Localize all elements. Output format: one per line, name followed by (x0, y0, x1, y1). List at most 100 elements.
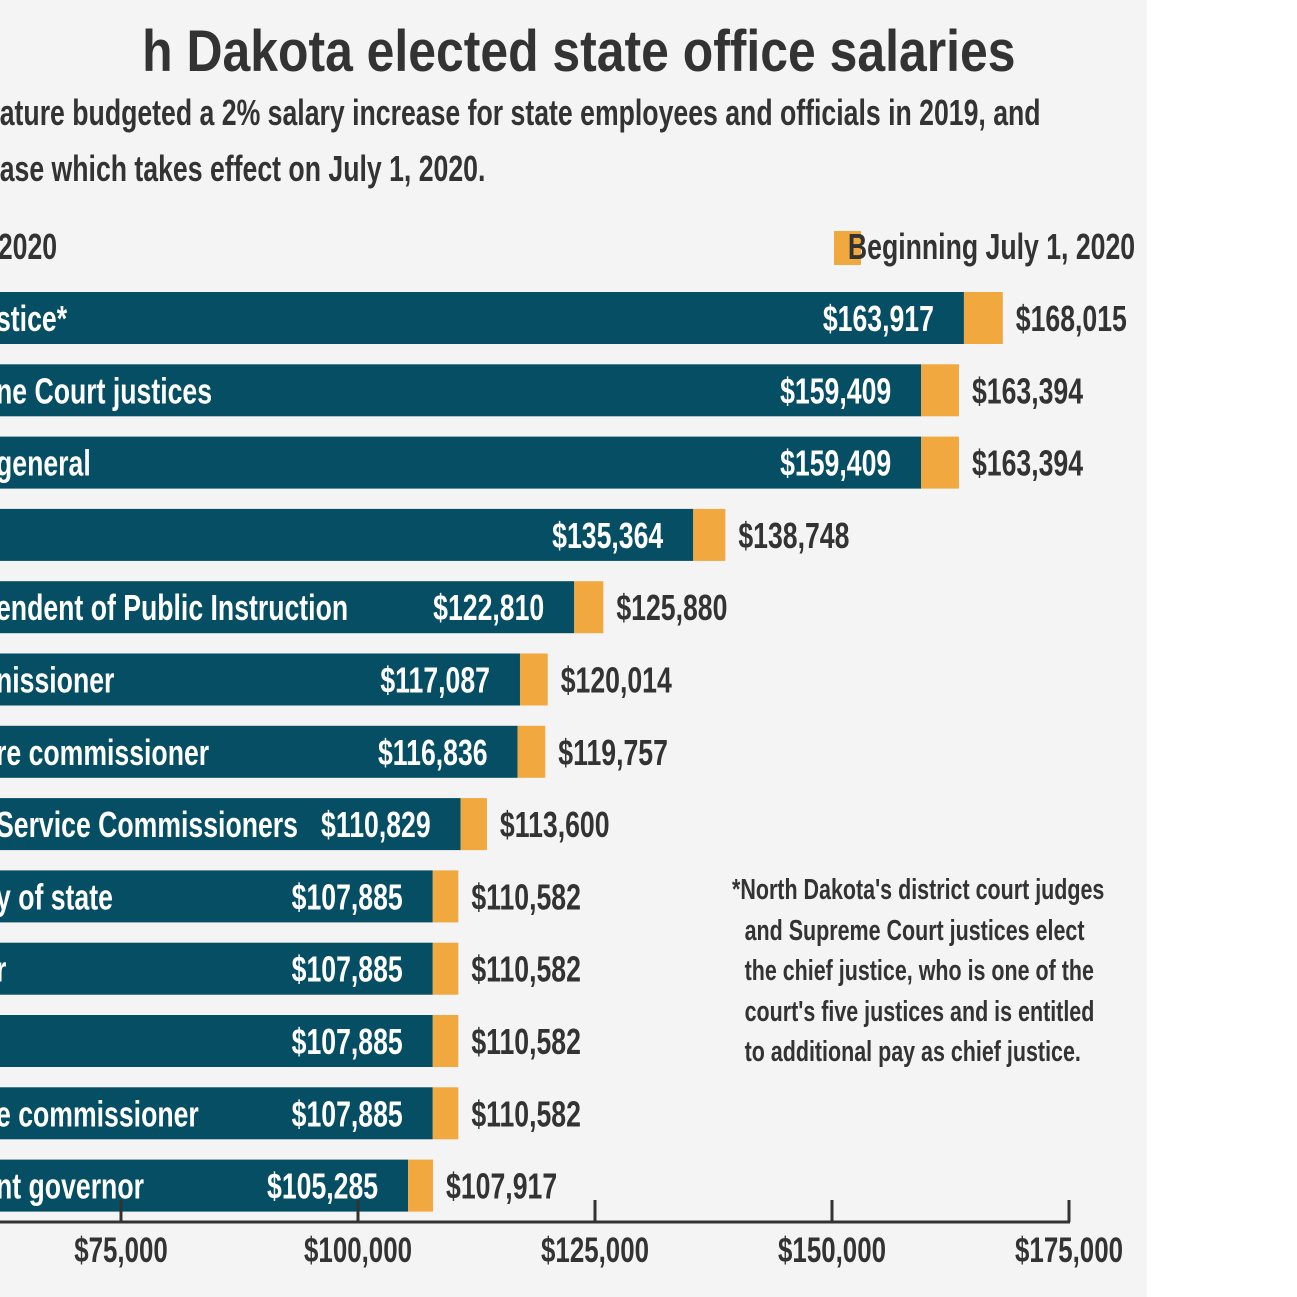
category-label-group: re commissioner (0, 732, 209, 773)
legend-label-2020: 2020 (0, 226, 57, 267)
data-label-2020-group: $105,285 (267, 1166, 378, 1207)
data-label-2020: $107,885 (292, 1093, 403, 1134)
footnote-line: to additional pay as chief justice. (744, 1036, 1081, 1068)
bar-increase-july-2020 (574, 581, 604, 634)
footnote-line: *North Dakota's district court judges (732, 874, 1105, 906)
x-tick-label: $75,000 (74, 1230, 168, 1270)
bar-increase-july-2020 (460, 798, 487, 851)
category-label-group: ne Court justices (0, 370, 212, 411)
data-label-2020: $105,285 (267, 1166, 378, 1207)
data-label-2020: $159,409 (780, 443, 891, 484)
data-label-2020-group: $110,829 (321, 804, 431, 845)
data-label-2020-group: $159,409 (780, 370, 891, 411)
data-label-july-2020-group: $125,880 (616, 587, 727, 628)
x-tick-label: $175,000 (1015, 1230, 1123, 1270)
bar-2020 (0, 653, 520, 706)
bar-2020 (0, 798, 461, 851)
bar-2020 (0, 1015, 433, 1067)
data-label-july-2020: $119,757 (558, 732, 668, 773)
category-label: endent of Public Instruction (0, 587, 348, 628)
bar-chart: stice* $163,917 $168,015 ne Court justices $… (0, 292, 1127, 1270)
data-label-july-2020: $163,394 (972, 443, 1083, 484)
data-label-2020: $135,364 (552, 515, 663, 556)
bar-2020 (0, 436, 922, 489)
data-label-july-2020-group: $110,582 (471, 949, 581, 990)
x-tick-label: $125,000 (541, 1230, 649, 1270)
data-label-july-2020: $110,582 (471, 1093, 581, 1134)
bar-2020 (0, 942, 433, 995)
bar-increase-july-2020 (432, 942, 459, 995)
data-label-2020: $159,409 (780, 370, 891, 411)
data-label-2020-group: $135,364 (552, 515, 663, 556)
bar-increase-july-2020 (519, 653, 548, 706)
data-label-2020-group: $117,087 (380, 660, 490, 701)
x-tick-label: $150,000 (778, 1230, 886, 1270)
data-label-july-2020-group: $119,757 (558, 732, 668, 773)
bar-increase-july-2020 (432, 870, 459, 923)
data-label-july-2020-group: $120,014 (561, 660, 672, 701)
category-label: stice* (0, 298, 68, 339)
x-tick-label-group: $75,000 (74, 1230, 168, 1270)
bar-2020 (0, 870, 433, 923)
category-label-group: stice* (0, 298, 68, 339)
data-label-2020: $107,885 (292, 949, 403, 990)
bar-increase-july-2020 (963, 292, 1003, 344)
data-label-2020: $107,885 (292, 876, 403, 917)
category-label: re commissioner (0, 732, 209, 773)
category-label: r (0, 949, 6, 990)
bar-2020 (0, 1087, 433, 1140)
data-label-july-2020-group: $110,582 (471, 876, 581, 917)
bar-2020 (0, 292, 964, 344)
data-label-2020-group: $107,885 (292, 876, 403, 917)
data-label-2020: $116,836 (378, 732, 488, 773)
data-label-2020: $163,917 (823, 298, 934, 339)
x-tick-label-group: $100,000 (304, 1230, 412, 1270)
data-label-july-2020: $110,582 (471, 1021, 581, 1062)
category-label: nt governor (0, 1166, 144, 1207)
data-label-2020: $110,829 (321, 804, 431, 845)
data-label-july-2020: $168,015 (1016, 298, 1127, 339)
x-tick-label: $100,000 (304, 1230, 412, 1270)
data-label-july-2020-group: $110,582 (471, 1093, 581, 1134)
category-label: general (0, 443, 91, 484)
bar-2020 (0, 581, 575, 634)
category-label: nissioner (0, 660, 114, 701)
data-label-2020-group: $122,810 (433, 587, 544, 628)
footnote-line: the chief justice, who is one of the (744, 955, 1094, 987)
footnote: *North Dakota's district court judges an… (732, 870, 1132, 1073)
data-label-2020-group: $116,836 (378, 732, 488, 773)
data-label-2020: $107,885 (292, 1021, 403, 1062)
data-label-2020-group: $107,885 (292, 1021, 403, 1062)
category-label-group: Service Commissioners (0, 804, 298, 845)
category-label: Service Commissioners (0, 804, 298, 845)
x-tick-label-group: $125,000 (541, 1230, 649, 1270)
data-label-july-2020: $107,917 (446, 1166, 557, 1207)
legend-swatch-july-2020 (834, 231, 861, 265)
footnote-line: and Supreme Court justices elect (744, 914, 1085, 947)
data-label-july-2020-group: $138,748 (738, 515, 849, 556)
data-label-july-2020: $163,394 (972, 370, 1083, 411)
data-label-2020-group: $163,917 (823, 298, 934, 339)
data-label-july-2020: $113,600 (500, 804, 610, 845)
bar-2020 (0, 725, 518, 778)
category-label-group: nissioner (0, 660, 114, 701)
data-label-july-2020-group: $113,600 (500, 804, 610, 845)
bar-2020 (0, 508, 694, 561)
data-label-july-2020: $110,582 (471, 949, 581, 990)
data-label-july-2020-group: $110,582 (471, 1021, 581, 1062)
category-label: e commissioner (0, 1093, 199, 1134)
data-label-2020: $117,087 (380, 660, 490, 701)
data-label-2020-group: $107,885 (292, 949, 403, 990)
bar-increase-july-2020 (921, 436, 959, 489)
category-label: ne Court justices (0, 370, 212, 411)
data-label-july-2020-group: $168,015 (1016, 298, 1127, 339)
bar-increase-july-2020 (693, 508, 726, 561)
data-label-july-2020: $125,880 (616, 587, 727, 628)
bar-increase-july-2020 (432, 1015, 459, 1067)
category-label-group: nt governor (0, 1166, 144, 1207)
chart-title: h Dakota elected state office salaries (142, 19, 1016, 84)
data-label-july-2020-group: $107,917 (446, 1166, 557, 1207)
footnote-line: court's five justices and is entitled (744, 995, 1095, 1028)
data-label-july-2020-group: $163,394 (972, 370, 1083, 411)
data-label-july-2020: $110,582 (471, 876, 581, 917)
